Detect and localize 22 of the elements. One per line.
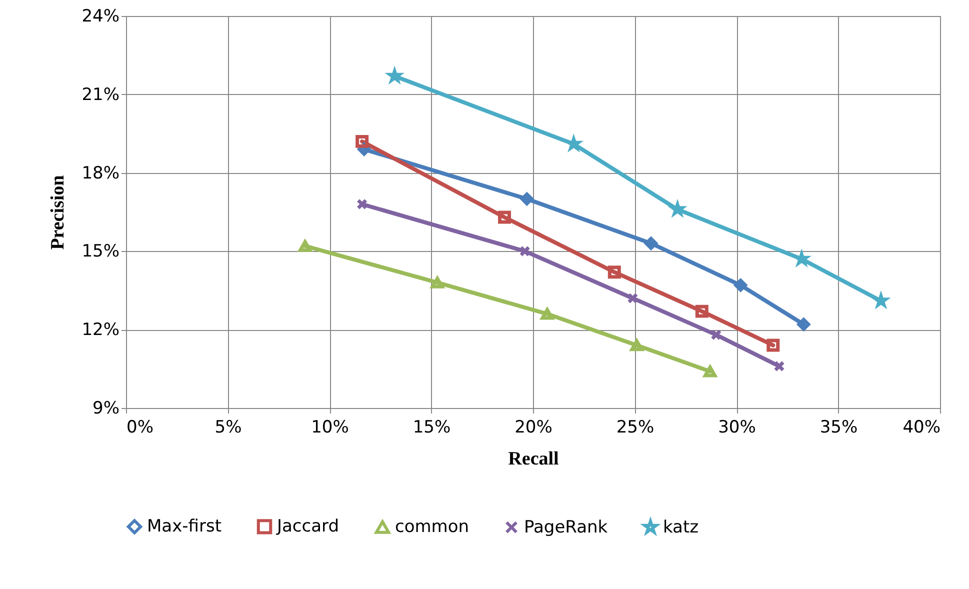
x-tick-label: 0% xyxy=(126,418,154,438)
x-tick-label: 20% xyxy=(514,418,552,438)
x-tick-label: 25% xyxy=(616,418,654,438)
legend-label: PageRank xyxy=(524,517,608,538)
y-tick-label: 18% xyxy=(82,163,120,184)
y-tick-label: 15% xyxy=(82,242,120,262)
legend-label: common xyxy=(395,517,470,538)
x-axis-title: Recall xyxy=(508,448,559,470)
legend-label: Max-first xyxy=(147,516,222,537)
y-tick-label: 9% xyxy=(92,398,120,418)
y-tick-label: 12% xyxy=(82,320,120,340)
x-tick-label: 10% xyxy=(311,418,349,438)
x-tick-label: 30% xyxy=(718,418,756,438)
y-tick-label: 21% xyxy=(82,84,120,105)
x-tick-label: 15% xyxy=(412,418,451,438)
y-axis-title: Precision xyxy=(48,174,69,250)
x-tick-label: 5% xyxy=(214,418,242,438)
legend-label: katz xyxy=(663,517,699,538)
y-tick-label: 24% xyxy=(82,6,120,26)
x-tick-label: 35% xyxy=(820,418,858,438)
x-tick-label: 40% xyxy=(902,418,940,438)
legend-label: Jaccard xyxy=(276,516,340,537)
